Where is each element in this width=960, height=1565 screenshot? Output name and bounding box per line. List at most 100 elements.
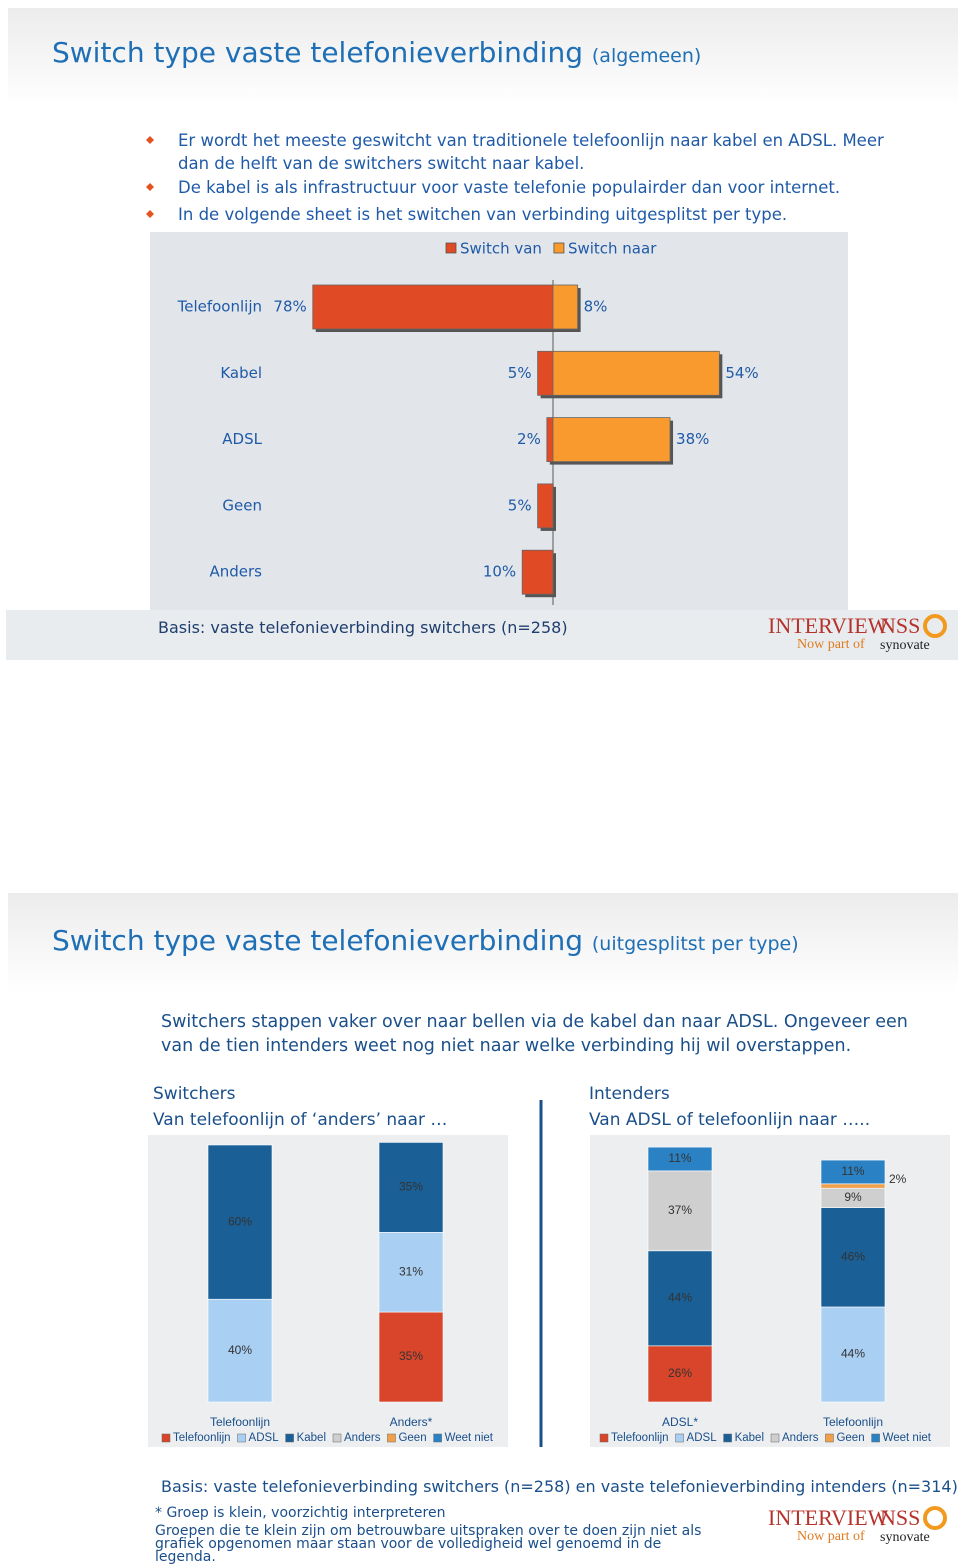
bar-segment: [378, 1311, 444, 1403]
value-label: 2%: [517, 430, 541, 448]
chart2-panel: [148, 1135, 508, 1447]
legend-swatch: [445, 242, 457, 254]
slide2-title: Switch type vaste telefonieverbinding (u…: [52, 924, 799, 957]
legend-swatch: [387, 1433, 396, 1443]
title-main: Switch type vaste telefonieverbinding: [52, 924, 583, 957]
value-label: 46%: [841, 1249, 865, 1263]
legend-swatch: [332, 1433, 342, 1443]
basis: Basis: vaste telefonieverbinding switche…: [161, 1477, 958, 1496]
right-heading: Intenders: [589, 1084, 670, 1104]
bullet-icons: [146, 136, 154, 218]
intro: Switchers stappen vaker over naar bellen…: [161, 1012, 908, 1056]
legend-swatch: [285, 1433, 294, 1443]
value-label: 5%: [508, 364, 532, 382]
note: * Groep is klein, voorzichtig interprete…: [155, 1505, 446, 1521]
category-label: Kabel: [220, 364, 262, 382]
value-label: 9%: [844, 1190, 862, 1204]
value-label: 8%: [584, 298, 608, 316]
legend-swatch: [237, 1433, 246, 1443]
bar-segment: [207, 1298, 273, 1403]
logo-ring: [923, 614, 947, 638]
left-subheading: Van telefoonlijn of ‘anders’ naar …: [153, 1110, 448, 1130]
value-label: 54%: [725, 364, 758, 382]
value-label: 35%: [399, 1349, 423, 1363]
bar-segment: [820, 1159, 886, 1185]
legend-label: Weet niet: [445, 1432, 494, 1444]
note2: Groepen die te klein zijn om betrouwbare…: [155, 1523, 702, 1565]
bar: [552, 284, 579, 330]
slide1-header: [8, 8, 958, 108]
value-label: 26%: [668, 1366, 692, 1380]
logo-ring: [923, 1506, 947, 1530]
value-label: 44%: [668, 1290, 692, 1304]
left-heading: Switchers: [153, 1084, 236, 1104]
value-label: 10%: [483, 563, 516, 581]
title-main: Switch type vaste telefonieverbinding: [52, 36, 583, 69]
bullet: Er wordt het meeste geswitcht van tradit…: [178, 131, 884, 173]
bar-segment: [820, 1183, 886, 1189]
legend-swatch: [433, 1433, 442, 1443]
bar: [537, 483, 554, 529]
legend-label: ADSL: [249, 1432, 280, 1444]
legend-swatch: [553, 242, 565, 254]
value-label: 40%: [228, 1343, 252, 1357]
bar-segment: [378, 1232, 444, 1313]
bar: [552, 417, 671, 463]
logo1: INTERVIEW NSS Now part of synovate: [768, 613, 947, 653]
title-suffix: (algemeen): [591, 45, 702, 67]
slide1-footer: [6, 610, 958, 660]
legend-label: Kabel: [297, 1432, 326, 1444]
value-label: 35%: [399, 1180, 423, 1194]
bullet-icon: [146, 183, 154, 191]
logo-brand: INTERVIEW: [768, 1505, 889, 1530]
bar: [546, 417, 554, 463]
legend-swatch: [770, 1433, 780, 1443]
value-label: 31%: [399, 1264, 423, 1278]
value-label: 5%: [508, 496, 532, 514]
legend-swatch: [723, 1433, 732, 1443]
bar-segment: [647, 1146, 713, 1172]
legend-label: Telefoonlijn: [173, 1432, 231, 1444]
category-label: Anders*: [390, 1415, 433, 1429]
bar-segment: [647, 1345, 713, 1403]
logo-parent: synovate: [880, 638, 930, 653]
legend-label: Weet niet: [883, 1432, 932, 1444]
legend-swatch: [825, 1433, 834, 1443]
value-label: 37%: [668, 1203, 692, 1217]
value-label: 78%: [273, 298, 306, 316]
category-label: ADSL*: [662, 1415, 698, 1429]
logo-tagline: Now part of: [797, 637, 865, 652]
slide1-title: Switch type vaste telefonieverbinding (a…: [52, 36, 701, 69]
category-label: Telefoonlijn: [210, 1415, 270, 1429]
bullet: In de volgende sheet is het switchen van…: [178, 205, 788, 224]
legend-label: Geen: [836, 1432, 864, 1444]
category-label: Geen: [222, 496, 262, 514]
legend-swatch: [161, 1433, 171, 1443]
category-label: Anders: [210, 563, 263, 581]
bar-segment: [647, 1250, 713, 1347]
legend-label: Anders: [344, 1432, 381, 1444]
legend-swatch: [675, 1433, 684, 1443]
logo-tagline: Now part of: [797, 1529, 865, 1544]
basis: Basis: vaste telefonieverbinding switche…: [158, 618, 568, 637]
category-label: ADSL: [222, 430, 262, 448]
logo-parent: synovate: [880, 1530, 930, 1545]
value-label: 38%: [676, 430, 709, 448]
right-subheading: Van ADSL of telefoonlijn naar …..: [589, 1110, 871, 1130]
legend-label: Switch naar: [568, 240, 657, 258]
legend-swatch: [599, 1433, 609, 1443]
bar: [537, 350, 554, 396]
value-label: 11%: [668, 1151, 691, 1165]
bar: [521, 549, 554, 595]
slide2-header: [8, 893, 958, 993]
title-suffix: (uitgesplitst per type): [591, 933, 799, 955]
logo-brand2: NSS: [880, 613, 920, 638]
value-label: 44%: [841, 1347, 865, 1361]
legend-label: ADSL: [687, 1432, 718, 1444]
bar-segment: [820, 1207, 886, 1308]
bar-segment: [207, 1144, 273, 1300]
bar-segment: [378, 1142, 444, 1233]
legend-label: Telefoonlijn: [611, 1432, 669, 1444]
